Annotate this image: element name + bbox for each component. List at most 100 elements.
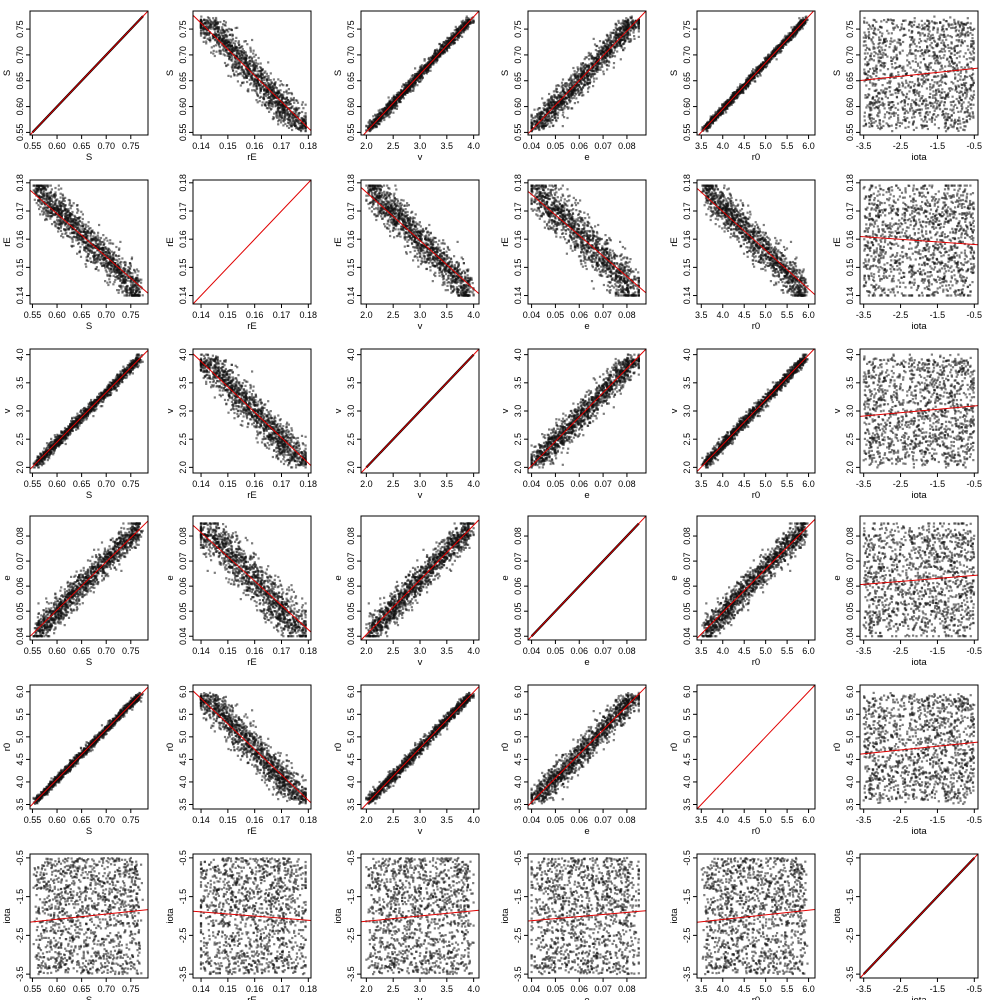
- data-point: [576, 66, 579, 69]
- data-point: [213, 23, 217, 26]
- data-point: [599, 68, 602, 71]
- data-point: [283, 113, 287, 116]
- data-point: [215, 16, 218, 20]
- data-point: [624, 26, 627, 30]
- plot-area: [193, 14, 311, 133]
- data-point: [304, 116, 307, 119]
- data-point: [279, 93, 282, 96]
- data-point: [592, 57, 595, 60]
- data-point: [280, 104, 283, 108]
- data-point: [287, 121, 290, 124]
- data-point: [560, 91, 563, 94]
- data-point: [628, 23, 631, 26]
- x-tick-label: 0.07: [594, 141, 612, 151]
- data-point: [258, 83, 261, 86]
- data-point: [751, 70, 754, 73]
- data-point: [239, 53, 242, 56]
- data-point: [278, 84, 281, 87]
- data-point: [274, 86, 277, 89]
- data-point: [273, 84, 276, 87]
- data-point: [276, 91, 279, 95]
- data-point: [617, 44, 621, 47]
- data-point: [270, 89, 273, 92]
- data-point: [229, 52, 232, 55]
- data-point: [254, 85, 257, 88]
- data-point: [266, 93, 269, 97]
- data-point: [608, 38, 611, 41]
- data-point: [587, 51, 590, 54]
- data-point: [301, 124, 305, 128]
- data-point: [613, 49, 616, 52]
- data-point: [752, 68, 755, 71]
- data-point: [236, 62, 239, 65]
- data-point: [226, 51, 229, 54]
- data-point: [801, 27, 804, 30]
- data-point: [602, 40, 605, 43]
- data-point: [249, 72, 252, 76]
- data-point: [427, 66, 430, 69]
- data-point: [436, 54, 440, 57]
- data-point: [416, 70, 419, 73]
- data-point: [467, 19, 470, 22]
- data-point: [570, 85, 573, 88]
- data-point: [379, 108, 382, 111]
- data-point: [623, 47, 626, 50]
- data-point: [457, 29, 460, 32]
- data-point: [237, 72, 240, 76]
- data-point: [381, 114, 384, 117]
- data-point: [204, 34, 207, 37]
- data-point: [234, 40, 237, 43]
- data-point: [445, 47, 448, 50]
- data-point: [592, 80, 596, 83]
- data-point: [567, 83, 570, 86]
- data-point: [614, 23, 617, 26]
- data-point: [276, 109, 279, 112]
- data-point: [236, 74, 239, 77]
- data-point: [595, 63, 598, 67]
- data-point: [231, 53, 234, 56]
- data-point: [546, 103, 549, 106]
- data-point: [241, 45, 244, 48]
- data-point: [254, 75, 258, 78]
- data-point: [547, 106, 550, 109]
- data-point: [601, 65, 604, 68]
- data-point: [267, 84, 270, 87]
- data-point: [759, 74, 762, 77]
- data-point: [434, 55, 437, 58]
- data-point: [546, 99, 549, 102]
- data-point: [798, 17, 801, 20]
- data-point: [436, 57, 439, 60]
- data-point: [637, 24, 640, 27]
- data-point: [251, 77, 254, 80]
- data-point: [404, 90, 407, 93]
- data-point: [297, 114, 300, 117]
- data-point: [596, 54, 599, 57]
- data-point: [227, 74, 230, 77]
- data-point: [806, 18, 809, 21]
- data-point: [582, 94, 585, 97]
- data-point: [239, 72, 242, 75]
- data-point: [293, 122, 296, 125]
- data-point: [290, 112, 293, 115]
- data-point: [277, 114, 280, 117]
- data-point: [772, 56, 775, 59]
- data-point: [270, 107, 273, 110]
- data-point: [275, 100, 279, 103]
- plot-area: [362, 11, 479, 135]
- data-point: [564, 85, 567, 88]
- data-point: [242, 57, 246, 60]
- data-point: [397, 98, 400, 101]
- data-point: [779, 42, 782, 46]
- data-point: [425, 62, 428, 65]
- data-point: [548, 119, 551, 122]
- data-point: [218, 39, 221, 42]
- data-point: [276, 108, 279, 111]
- data-point: [420, 78, 423, 81]
- data-point: [565, 101, 568, 104]
- data-point: [605, 42, 608, 45]
- data-point: [535, 115, 538, 118]
- data-point: [287, 126, 291, 129]
- data-point: [230, 29, 233, 32]
- data-point: [240, 52, 243, 55]
